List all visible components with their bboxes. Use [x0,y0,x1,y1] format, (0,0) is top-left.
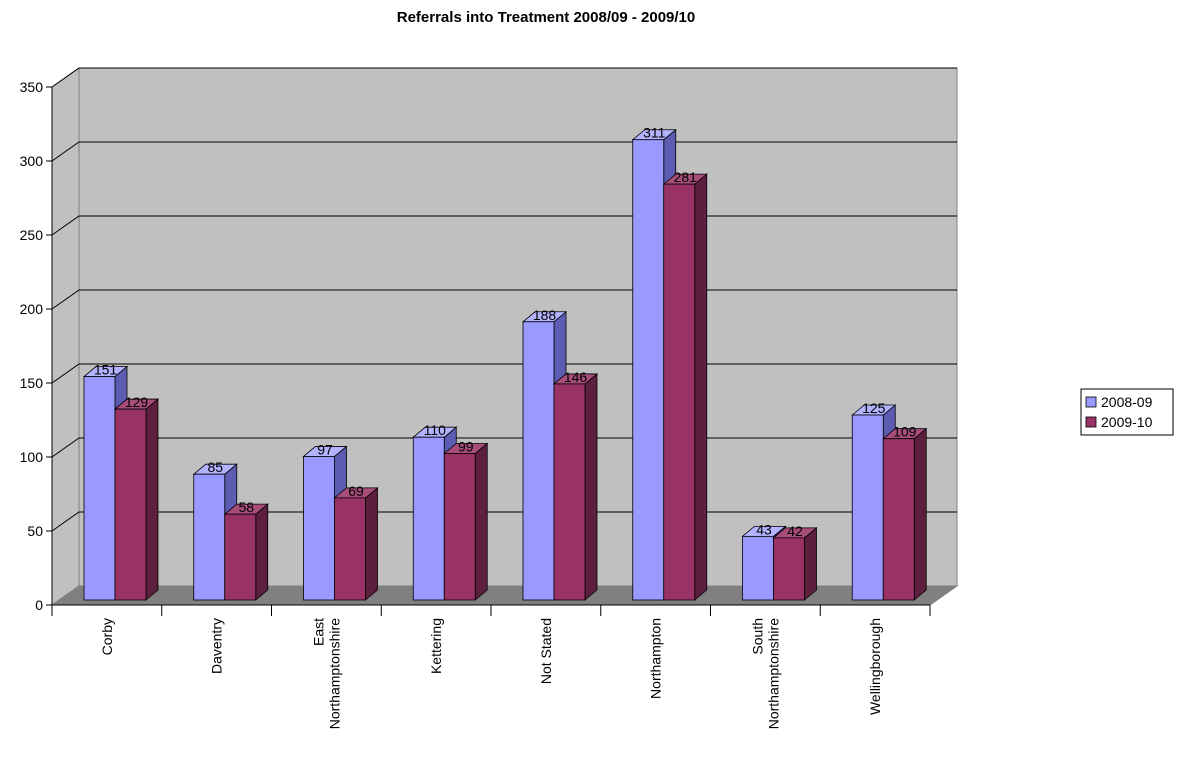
data-label: 188 [533,307,557,323]
bar-2009-10 [113,398,160,601]
data-label: 311 [643,125,666,141]
bar-side [474,442,488,601]
data-label: 97 [317,441,333,457]
data-label: 58 [238,499,254,515]
bar-side [913,427,927,601]
y-tick-label: 50 [27,523,43,539]
y-tick-label: 350 [20,79,44,95]
data-label: 43 [756,521,772,537]
data-label: 281 [674,169,698,185]
x-category-label: Kettering [428,618,444,674]
data-label: 99 [458,438,474,454]
bar-front [553,383,586,601]
bar-front [83,376,116,601]
bar-front [663,183,696,601]
chart-walls [50,67,959,606]
y-tick-label: 200 [20,301,44,317]
x-category-label: Wellingborough [867,618,883,715]
bar-front [522,321,555,601]
data-label: 110 [424,422,447,438]
bar-side [694,173,708,601]
bar-2009-10 [443,442,489,601]
bar-2009-10 [662,173,708,601]
bar-front [851,414,884,601]
data-label: 129 [125,394,149,410]
legend-swatch [1085,396,1097,408]
bar-side [584,373,598,601]
bar-2009-10 [223,503,269,601]
x-category-label: Northamptonshire [765,618,781,729]
bars [82,128,928,601]
gridline [51,67,957,88]
bar-front [632,139,665,601]
y-axis: 0 50 100 150 200 250 300 350 [20,79,53,613]
bar-front [224,513,257,601]
bar-2009-10 [882,427,928,601]
y-tick-label: 0 [35,597,43,613]
data-label: 42 [787,523,803,539]
bar-front [303,456,335,601]
bar-front [334,497,366,601]
legend: 2008-09 2009-10 [1080,388,1174,436]
bar-side [145,398,159,601]
data-label: 109 [893,424,917,440]
bar-front [742,535,774,601]
legend-label: 2009-10 [1101,414,1153,430]
floor [50,585,959,606]
x-axis: Corby Daventry East Northamptonshire Ketteri… [51,604,931,729]
bar-front [443,453,476,601]
x-category-label: Corby [99,618,115,655]
y-tick-label: 100 [20,449,44,465]
x-category-label: Daventry [209,618,225,674]
side-wall [51,67,80,606]
bar-2009-10 [772,526,818,601]
chart-title: Referrals into Treatment 2008/09 - 2009/… [397,9,696,26]
bar-front [114,408,147,601]
y-tick-label: 250 [20,227,44,243]
data-label: 146 [564,369,588,385]
y-tick-label: 300 [20,153,44,169]
bar-2009-10 [552,373,599,601]
bar-side [365,487,378,601]
data-label: 151 [94,362,118,378]
x-category-label: South [749,618,765,655]
data-label: 85 [207,459,223,475]
data-label: 125 [862,400,886,416]
x-category-label: Northamptonshire [326,618,342,729]
bar-side [804,526,817,601]
bar-side [255,503,269,601]
bar-front [412,436,445,601]
bar-front [193,473,226,601]
legend-label: 2008-09 [1101,394,1153,410]
x-category-label: Northampton [648,618,664,699]
x-category-label: Not Stated [538,618,554,684]
legend-swatch [1085,416,1097,428]
x-category-label: East [310,618,326,646]
bar-2009-10 [333,487,379,601]
y-tick-label: 150 [20,375,44,391]
data-label: 69 [348,483,364,499]
bar-front [882,438,915,601]
data-labels: 151 129 85 58 97 69 110 99 188 146 311 281 43 42 125 10… [94,125,917,539]
bar-front [773,537,805,601]
